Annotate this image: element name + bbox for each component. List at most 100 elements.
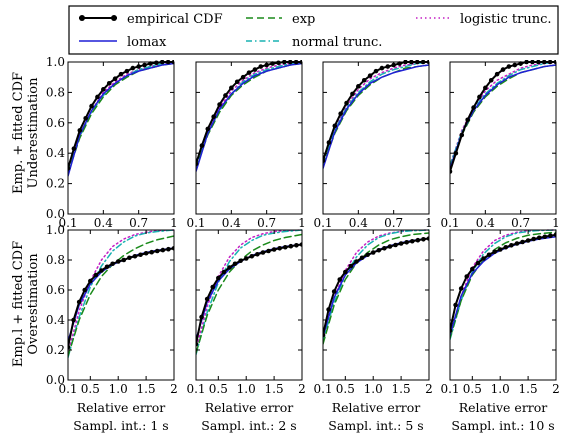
point-empirical — [492, 249, 497, 255]
point-empirical — [252, 67, 258, 72]
point-empirical — [370, 250, 376, 255]
point-empirical — [453, 302, 458, 308]
xtick-label: 1.5 — [392, 382, 411, 396]
xtick-label: 0.4 — [476, 216, 495, 230]
panel-under-col1-series — [68, 60, 174, 177]
point-empirical — [166, 246, 171, 252]
point-empirical — [475, 260, 481, 266]
series-exp — [196, 233, 302, 354]
xtick-label: 0.1 — [440, 382, 459, 396]
point-empirical — [221, 269, 227, 275]
xtick-label: 2 — [552, 382, 560, 396]
point-empirical — [409, 238, 415, 244]
row-label-under: Emp. + fitted CDF Underestimation — [11, 72, 41, 194]
point-empirical — [382, 246, 387, 251]
point-empirical — [199, 314, 204, 320]
point-empirical — [238, 258, 243, 264]
point-empirical — [154, 248, 160, 254]
point-empirical — [104, 264, 110, 270]
point-empirical — [76, 299, 82, 305]
ytick-label: 0.8 — [46, 253, 65, 267]
point-empirical — [124, 68, 130, 74]
point-empirical — [77, 128, 83, 133]
series-logistic — [450, 61, 556, 167]
xtick-label: 0.7 — [257, 216, 276, 230]
point-empirical — [83, 115, 88, 121]
point-empirical — [470, 266, 475, 272]
series-lomax — [323, 64, 429, 170]
point-empirical — [323, 158, 326, 164]
xtick-label: 1 — [298, 216, 306, 230]
series-lomax — [196, 62, 302, 173]
xtick-label: 0.4 — [94, 216, 113, 230]
point-empirical — [481, 256, 486, 261]
axes-frame — [322, 61, 430, 215]
point-empirical — [112, 76, 118, 82]
point-empirical — [210, 284, 216, 290]
point-empirical — [258, 64, 264, 69]
axes-frame — [67, 229, 175, 381]
point-empirical — [299, 242, 302, 247]
point-empirical — [282, 244, 288, 250]
xtick-label: 1.5 — [265, 382, 284, 396]
series-normal — [68, 229, 174, 359]
series-empirical — [323, 61, 429, 162]
point-empirical — [421, 237, 426, 242]
axes-frame — [67, 61, 175, 215]
xtick-label: 0.1 — [58, 216, 77, 230]
point-empirical — [246, 70, 252, 75]
point-empirical — [294, 243, 299, 248]
xtick-label: 1.0 — [364, 382, 383, 396]
point-empirical — [415, 237, 421, 243]
xtick-label: 1.0 — [109, 382, 128, 396]
xtick-label: 0.5 — [463, 382, 482, 396]
legend-marker-empirical — [111, 15, 117, 21]
point-empirical — [68, 166, 71, 171]
point-empirical — [89, 103, 94, 109]
point-empirical — [227, 265, 232, 270]
legend-label-empirical: empirical CDF — [127, 12, 223, 27]
point-empirical — [483, 85, 488, 91]
point-empirical — [223, 93, 228, 98]
sublabel-col4: Sampl. int.: 10 s — [451, 418, 554, 433]
point-empirical — [154, 60, 159, 66]
point-empirical — [359, 255, 365, 261]
point-empirical — [548, 233, 553, 238]
xtick-label: 0.7 — [129, 216, 148, 230]
panel-over-col4-series — [450, 229, 556, 341]
legend-label-lomax: lomax — [127, 35, 167, 50]
row-label-over-line1: Emp.l + fitted CDF — [11, 241, 26, 367]
point-empirical — [494, 71, 500, 77]
xlabel-col1: Relative error — [77, 400, 166, 415]
point-empirical — [531, 236, 536, 242]
series-logistic — [196, 229, 302, 351]
series-normal — [196, 229, 302, 356]
column-labels: Relative error Sampl. int.: 1 s Relative… — [73, 400, 554, 433]
point-empirical — [132, 253, 138, 259]
point-empirical — [240, 74, 246, 80]
point-empirical — [142, 62, 147, 68]
point-empirical — [271, 247, 277, 252]
ytick-label: 0.6 — [46, 283, 65, 297]
point-empirical — [338, 111, 343, 116]
xtick-label: 0.5 — [336, 382, 355, 396]
panel-over-col3-series — [323, 229, 429, 345]
legend-frame — [68, 5, 559, 55]
panel-over-col1-series — [68, 229, 174, 359]
point-empirical — [488, 77, 494, 83]
series-empirical — [450, 233, 556, 332]
xtick-label: 2 — [170, 382, 178, 396]
series-lomax — [68, 247, 174, 342]
series-normal — [450, 61, 556, 167]
point-empirical — [216, 275, 221, 281]
point-empirical — [199, 143, 205, 148]
panel-under-col4-series — [450, 60, 556, 174]
point-empirical — [171, 246, 174, 251]
xtick-label: 2 — [425, 382, 433, 396]
sublabel-col2: Sampl. int.: 2 s — [201, 418, 296, 433]
point-empirical — [276, 60, 281, 66]
point-empirical — [361, 77, 367, 83]
point-empirical — [344, 100, 349, 106]
panel-under-col3: 0.1 0.4 0.7 1 — [313, 60, 433, 230]
